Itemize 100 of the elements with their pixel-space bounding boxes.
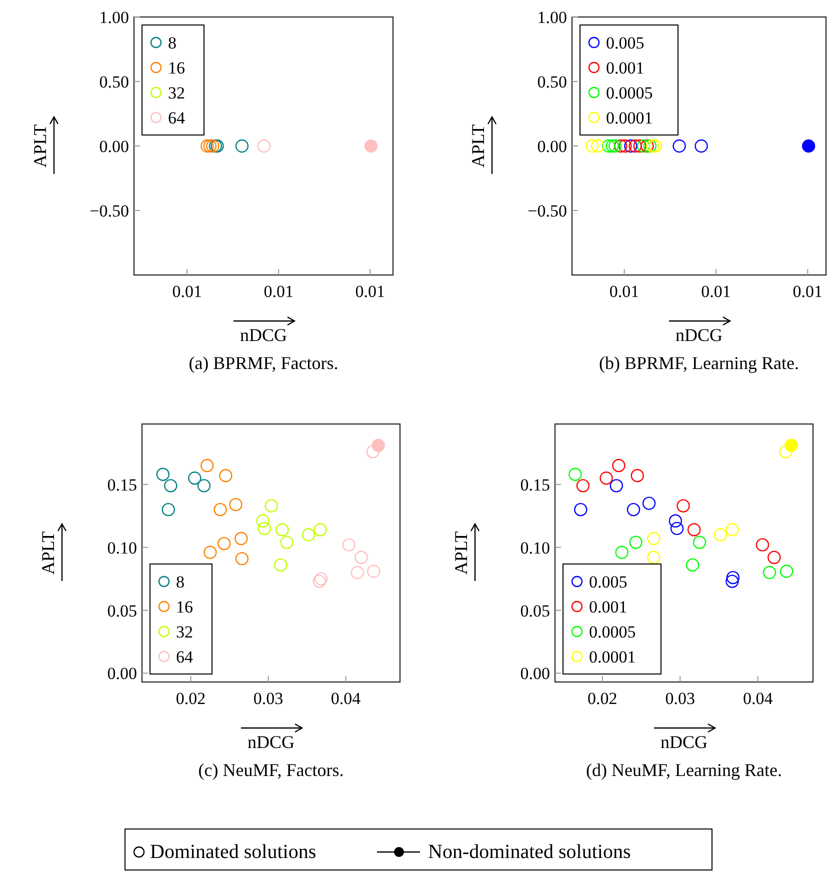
- point: [256, 514, 270, 528]
- point: [302, 528, 316, 542]
- y-axis-title: APLT: [38, 531, 58, 575]
- y-axis-title: APLT: [30, 124, 50, 168]
- legend-label: 16: [176, 598, 193, 616]
- point: [676, 499, 690, 512]
- x-tick-label: 0.01: [355, 282, 385, 301]
- y-tick-label: 0.00: [520, 664, 550, 684]
- point: [647, 532, 660, 546]
- legend-label: 16: [168, 58, 185, 78]
- point: [726, 523, 739, 536]
- point: [276, 523, 289, 536]
- x-tick-label: 0.02: [176, 689, 206, 708]
- y-tick-label: 0.05: [520, 601, 550, 620]
- point: [366, 445, 380, 458]
- y-tick-label: 0.10: [107, 538, 137, 558]
- y-axis-title: APLT: [451, 531, 471, 575]
- legend-label: 64: [168, 108, 186, 128]
- point: [688, 523, 701, 536]
- x-tick-label: 0.01: [264, 282, 294, 301]
- y-tick-label: 1.00: [537, 8, 567, 27]
- x-tick-label: 0.03: [253, 689, 284, 708]
- point: [779, 445, 792, 458]
- point: [686, 558, 700, 572]
- point: [214, 502, 227, 516]
- point: [600, 472, 613, 485]
- point: [162, 502, 175, 516]
- y-axis-title: APLT: [468, 124, 488, 168]
- point: [264, 499, 278, 512]
- point: [726, 570, 740, 584]
- point: [780, 564, 794, 578]
- point: [234, 532, 248, 546]
- point: [188, 472, 202, 485]
- y-tick-label: 0.00: [99, 137, 129, 156]
- point: [610, 479, 623, 492]
- legend-label: 0.0005: [606, 84, 653, 102]
- point: [342, 538, 356, 552]
- legend-label: 64: [176, 648, 194, 666]
- x-axis-title: nDCG: [247, 732, 295, 752]
- point: [354, 550, 368, 564]
- point: [229, 498, 242, 512]
- legend-label: 0.005: [606, 34, 644, 52]
- point: [762, 566, 776, 580]
- y-tick-label: 0.00: [107, 664, 137, 684]
- legend-label: 0.001: [606, 58, 644, 78]
- point: [164, 479, 178, 492]
- y-tick-label: 0.50: [537, 72, 567, 92]
- point: [626, 502, 640, 516]
- point: [692, 536, 706, 549]
- point: [642, 496, 656, 510]
- point: [756, 538, 770, 552]
- y-tick-label: 0.50: [99, 72, 129, 92]
- point: [204, 546, 217, 559]
- y-tick-label: 1.00: [99, 8, 129, 27]
- legend-label: 0.0001: [589, 648, 636, 666]
- x-tick-label: 0.03: [665, 689, 695, 708]
- point: [312, 574, 326, 588]
- x-tick-label: 0.02: [588, 689, 618, 708]
- point: [768, 550, 781, 564]
- point: [574, 502, 588, 516]
- point: [576, 479, 590, 492]
- text: Non-dominated solutions: [428, 841, 631, 863]
- point: [647, 550, 660, 564]
- y-tick-label: 0.10: [520, 538, 550, 558]
- text: (a) BPRMF, Factors.: [188, 353, 338, 373]
- x-tick-label: 0.01: [172, 282, 202, 301]
- point: [314, 523, 327, 536]
- point: [219, 469, 232, 482]
- legend-label: 32: [168, 84, 185, 102]
- legend-label: 0.001: [589, 598, 628, 616]
- point: [668, 514, 682, 528]
- legend-label: 0.005: [589, 572, 628, 592]
- y-tick-label: −0.50: [90, 202, 129, 220]
- point: [367, 564, 380, 578]
- point: [218, 536, 231, 550]
- text: (b) BPRMF, Learning Rate.: [598, 353, 800, 373]
- legend-label: 0.0005: [589, 622, 636, 642]
- point: [156, 468, 170, 481]
- x-tick-label: 0.04: [742, 689, 774, 708]
- legend-label: 8: [168, 34, 176, 52]
- y-tick-label: −0.50: [528, 202, 567, 220]
- point: [372, 438, 385, 452]
- y-tick-label: 0.15: [107, 475, 137, 494]
- y-tick-label: 0.05: [107, 601, 137, 620]
- y-tick-label: 0.00: [537, 137, 567, 156]
- y-tick-label: 0.15: [520, 475, 550, 494]
- text: (c) NeuMF, Factors.: [198, 760, 344, 780]
- point: [258, 522, 272, 536]
- point: [714, 528, 728, 542]
- point: [350, 566, 364, 580]
- point: [235, 552, 249, 566]
- point: [274, 558, 288, 572]
- point: [200, 458, 214, 472]
- point: [726, 574, 739, 588]
- x-tick-label: 0.04: [330, 689, 362, 708]
- point: [784, 438, 798, 452]
- legend-label: 8: [176, 572, 184, 592]
- x-tick-label: 0.01: [609, 282, 640, 301]
- legend-label: 0.0001: [606, 108, 653, 128]
- legend-label: 32: [176, 622, 193, 642]
